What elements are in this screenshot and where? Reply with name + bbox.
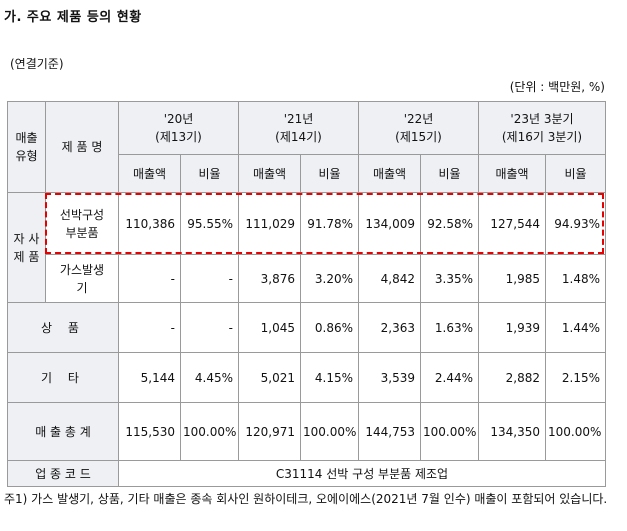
cell-ratio: 3.20%: [300, 254, 359, 303]
subheader-ratio: 비율: [545, 154, 606, 193]
table-row-goods: 상 품 - - 1,045 0.86% 2,363 1.63% 1,939 1.…: [7, 302, 606, 353]
table-row-total: 매 출 총 계 115,530 100.00% 120,971 100.00% …: [7, 402, 606, 461]
consolidation-basis: (연결기준): [10, 57, 64, 71]
cell-sales: 2,363: [358, 302, 421, 353]
cell-sales: 1,045: [238, 302, 301, 353]
period-year: '22년: [403, 112, 434, 126]
period-year: '20년: [163, 112, 194, 126]
cell-ratio: -: [180, 254, 239, 303]
period-term: (제13기): [155, 130, 202, 144]
cell-sales: 2,882: [478, 352, 546, 403]
subheader-sales: 매출액: [358, 154, 421, 193]
row-label-industry-code: 업 종 코 드: [7, 460, 119, 487]
cell-ratio: 100.00%: [180, 402, 239, 461]
header-period-2023q3: '23년 3분기 (제16기 3분기): [478, 101, 606, 155]
product-name-ship-parts: 선박구성 부분품: [45, 192, 119, 255]
subheader-sales: 매출액: [238, 154, 301, 193]
subheader-sales: 매출액: [118, 154, 181, 193]
product-name-gas-generator: 가스발생 기: [45, 254, 119, 303]
header-product-name-label: 제 품 명: [61, 140, 103, 154]
cell-sales: 110,386: [118, 192, 181, 255]
cell-ratio: 91.78%: [300, 192, 359, 255]
cell-ratio: 1.48%: [545, 254, 606, 303]
cell-ratio: 4.15%: [300, 352, 359, 403]
group-own-products-label: 자 사 제 품: [13, 231, 40, 264]
cell-ratio: 95.55%: [180, 192, 239, 255]
cell-sales: 111,029: [238, 192, 301, 255]
table-row-industry-code: 업 종 코 드 C31114 선박 구성 부분품 제조업: [7, 460, 606, 487]
cell-sales: 5,144: [118, 352, 181, 403]
cell-sales: 1,985: [478, 254, 546, 303]
product-sales-table: 매출 유형 제 품 명 '20년 (제13기) '21년 (제14기) '22년…: [7, 101, 606, 487]
cell-ratio: 4.45%: [180, 352, 239, 403]
cell-ratio: -: [180, 302, 239, 353]
cell-sales: -: [118, 302, 181, 353]
footnote: 주1) 가스 발생기, 상품, 기타 매출은 종속 회사인 원하이테크, 오에이…: [4, 492, 608, 506]
cell-sales: -: [118, 254, 181, 303]
cell-sales: 3,876: [238, 254, 301, 303]
section-title: 가. 주요 제품 등의 현황: [4, 10, 142, 25]
cell-sales: 127,544: [478, 192, 546, 255]
cell-sales: 144,753: [358, 402, 421, 461]
header-period-2021: '21년 (제14기): [238, 101, 359, 155]
cell-sales: 115,530: [118, 402, 181, 461]
product-name-gas-generator-label: 가스발생 기: [59, 262, 105, 295]
subheader-ratio: 비율: [300, 154, 359, 193]
cell-sales: 134,009: [358, 192, 421, 255]
cell-sales: 120,971: [238, 402, 301, 461]
cell-ratio: 0.86%: [300, 302, 359, 353]
cell-ratio: 2.44%: [420, 352, 479, 403]
period-term: (제14기): [275, 130, 322, 144]
cell-ratio: 1.44%: [545, 302, 606, 353]
cell-sales: 1,939: [478, 302, 546, 353]
cell-ratio: 94.93%: [545, 192, 606, 255]
period-term: (제16기 3분기): [501, 130, 583, 144]
cell-sales: 134,350: [478, 402, 546, 461]
table-row-ship-parts: 자 사 제 품 선박구성 부분품 110,386 95.55% 111,029 …: [7, 192, 606, 303]
subheader-sales: 매출액: [478, 154, 546, 193]
row-label-other: 기 타: [7, 352, 119, 403]
cell-ratio: 92.58%: [420, 192, 479, 255]
period-year: '21년: [283, 112, 314, 126]
table-row-other: 기 타 5,144 4.45% 5,021 4.15% 3,539 2.44% …: [7, 352, 606, 403]
header-sales-type-label: 매출 유형: [15, 131, 38, 163]
cell-ratio: 1.63%: [420, 302, 479, 353]
group-own-products: 자 사 제 품: [7, 192, 46, 303]
cell-ratio: 100.00%: [300, 402, 359, 461]
subheader-ratio: 비율: [420, 154, 479, 193]
industry-code-value: C31114 선박 구성 부분품 제조업: [118, 460, 606, 487]
cell-ratio: 3.35%: [420, 254, 479, 303]
cell-ratio: 100.00%: [545, 402, 606, 461]
row-label-total: 매 출 총 계: [7, 402, 119, 461]
cell-sales: 3,539: [358, 352, 421, 403]
header-period-2022: '22년 (제15기): [358, 101, 479, 155]
header-period-2020: '20년 (제13기): [118, 101, 239, 155]
cell-sales: 5,021: [238, 352, 301, 403]
table-row-gas-generator: 가스발생 기 - - 3,876 3.20% 4,842 3.35% 1,985…: [8, 254, 606, 303]
cell-sales: 4,842: [358, 254, 421, 303]
header-sales-type: 매출 유형: [7, 101, 46, 193]
period-term: (제15기): [395, 130, 442, 144]
row-label-goods: 상 품: [7, 302, 119, 353]
header-product-name: 제 품 명: [45, 101, 119, 193]
period-year: '23년 3분기: [510, 112, 574, 126]
subheader-ratio: 비율: [180, 154, 239, 193]
cell-ratio: 100.00%: [420, 402, 479, 461]
unit-note: (단위 : 백만원, %): [509, 80, 605, 94]
product-name-ship-parts-label: 선박구성 부분품: [59, 207, 105, 240]
cell-ratio: 2.15%: [545, 352, 606, 403]
